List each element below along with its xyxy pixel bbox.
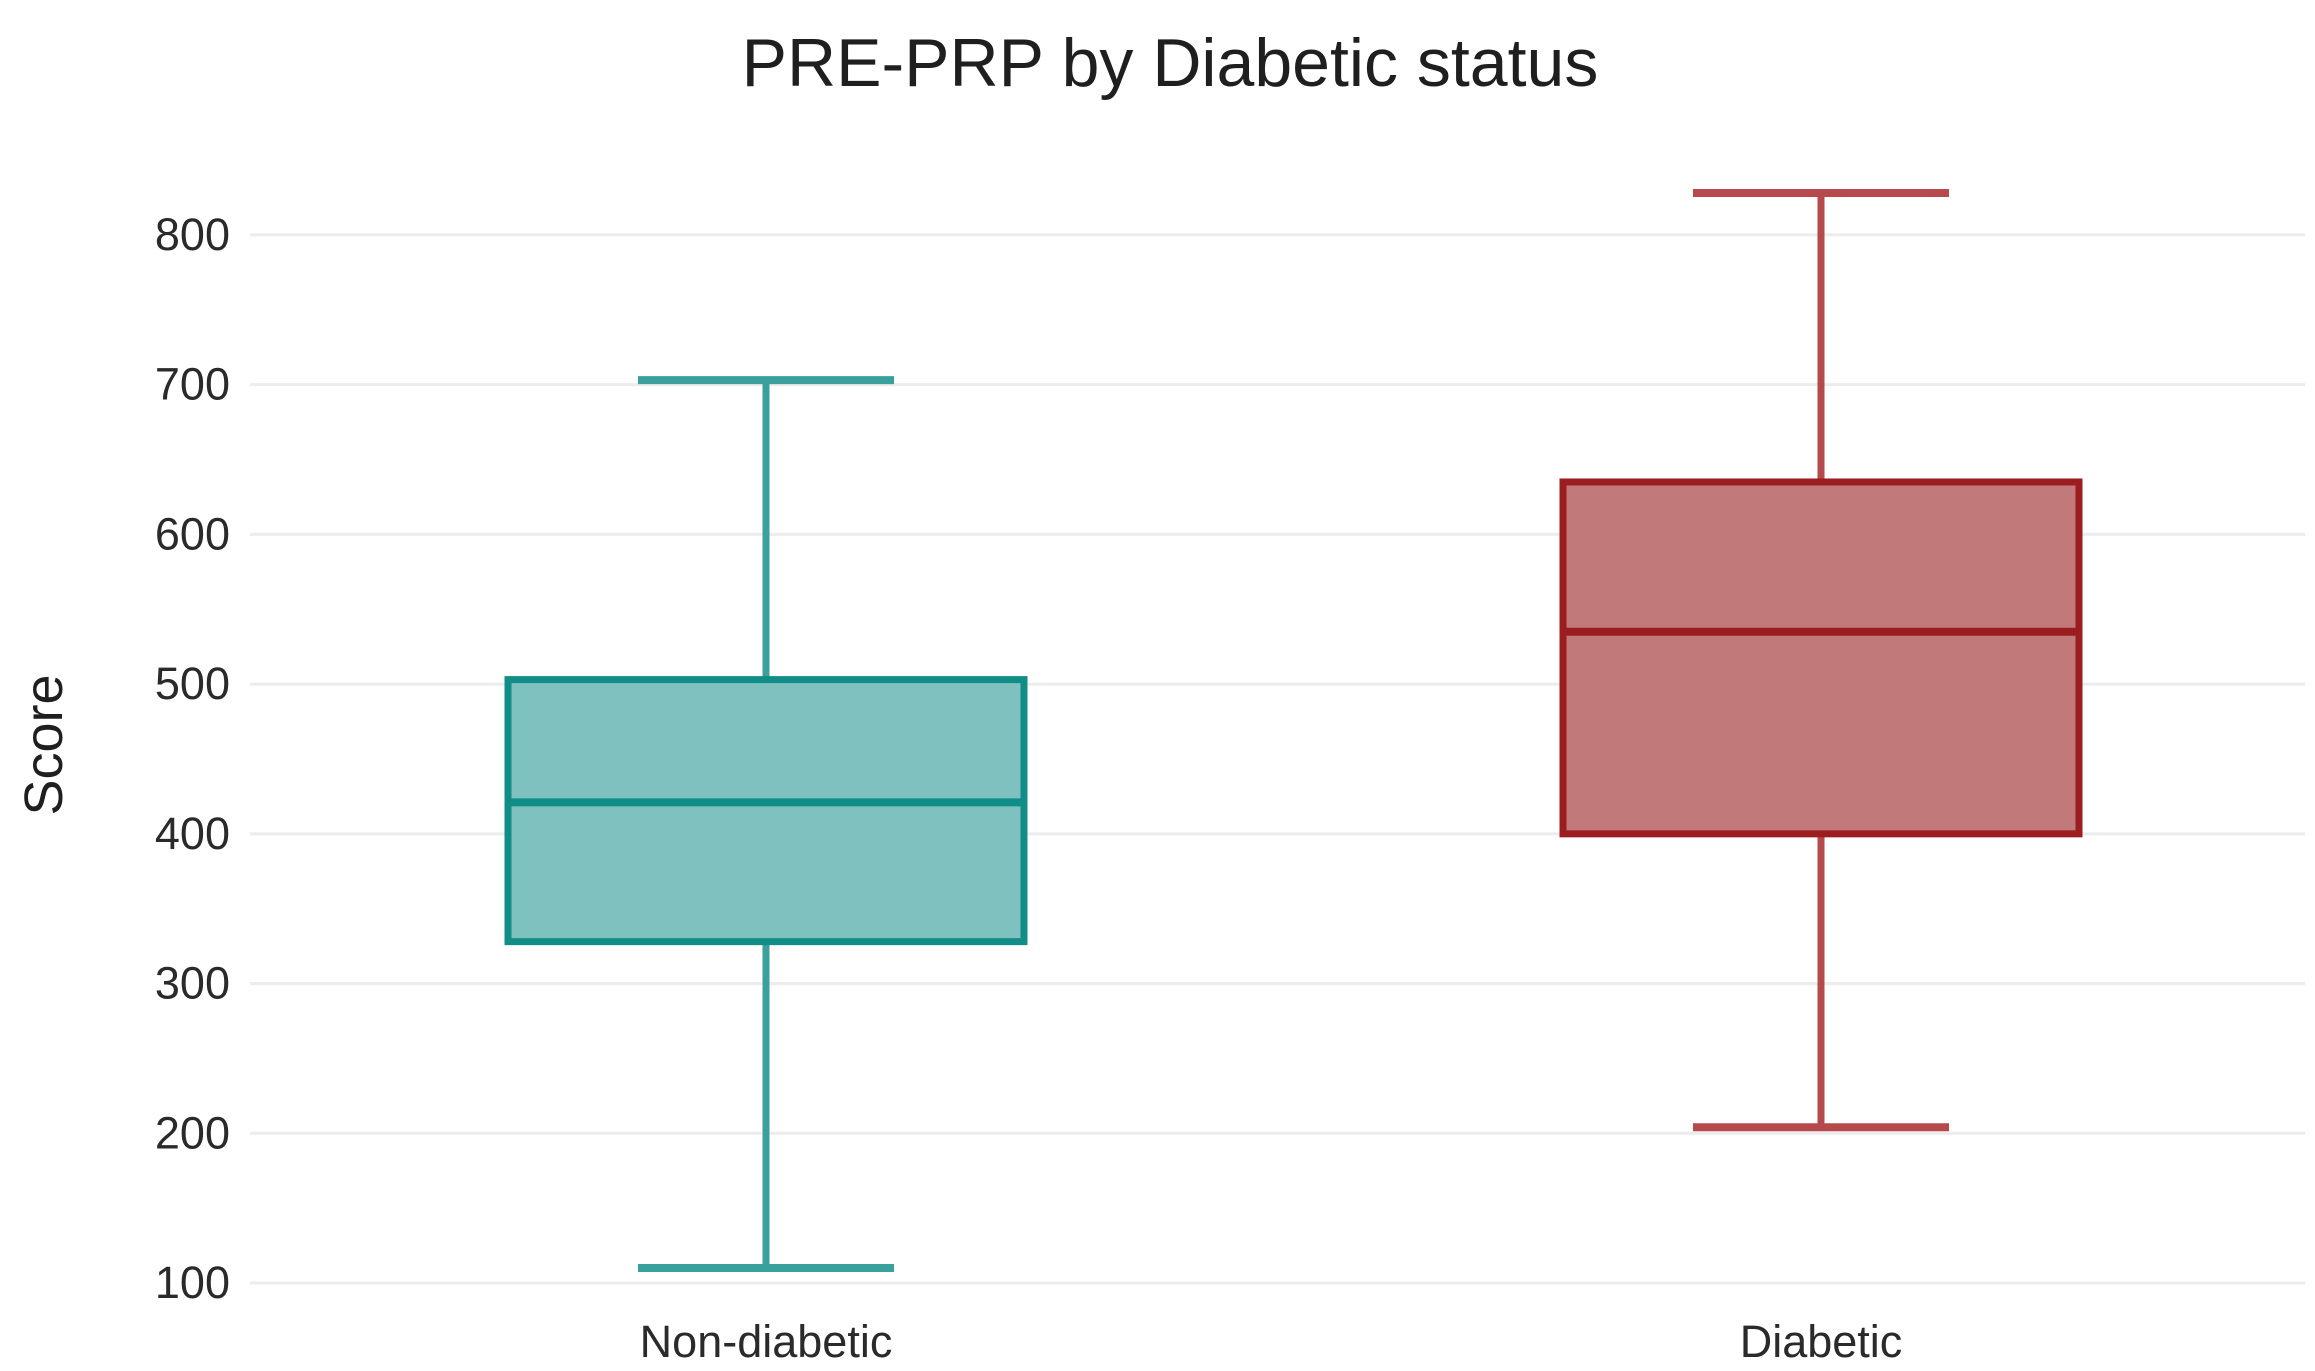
- box-layer: [504, 188, 2083, 1273]
- y-tick-layer: 100 200 300 400 500 600 700 800: [155, 209, 230, 1308]
- y-tick-label-500: 500: [155, 658, 230, 709]
- x-category-label-diabetic: Diabetic: [1740, 1316, 1903, 1367]
- y-tick-label-800: 800: [155, 209, 230, 260]
- chart-title: PRE-PRP by Diabetic status: [742, 25, 1599, 101]
- y-tick-label-700: 700: [155, 359, 230, 410]
- box-group-diabetic: [1559, 188, 2083, 1132]
- y-tick-label-600: 600: [155, 508, 230, 559]
- x-category-layer: Non-diabetic Diabetic: [640, 1316, 1903, 1367]
- y-tick-label-300: 300: [155, 958, 230, 1009]
- y-tick-label-200: 200: [155, 1107, 230, 1158]
- x-category-label-non-diabetic: Non-diabetic: [640, 1316, 893, 1367]
- iqr-box: [1559, 478, 2083, 838]
- box-group-non-diabetic: [504, 376, 1028, 1273]
- y-axis-label: Score: [14, 674, 74, 815]
- y-tick-label-400: 400: [155, 808, 230, 859]
- y-tick-label-100: 100: [155, 1257, 230, 1308]
- iqr-box: [504, 676, 1028, 946]
